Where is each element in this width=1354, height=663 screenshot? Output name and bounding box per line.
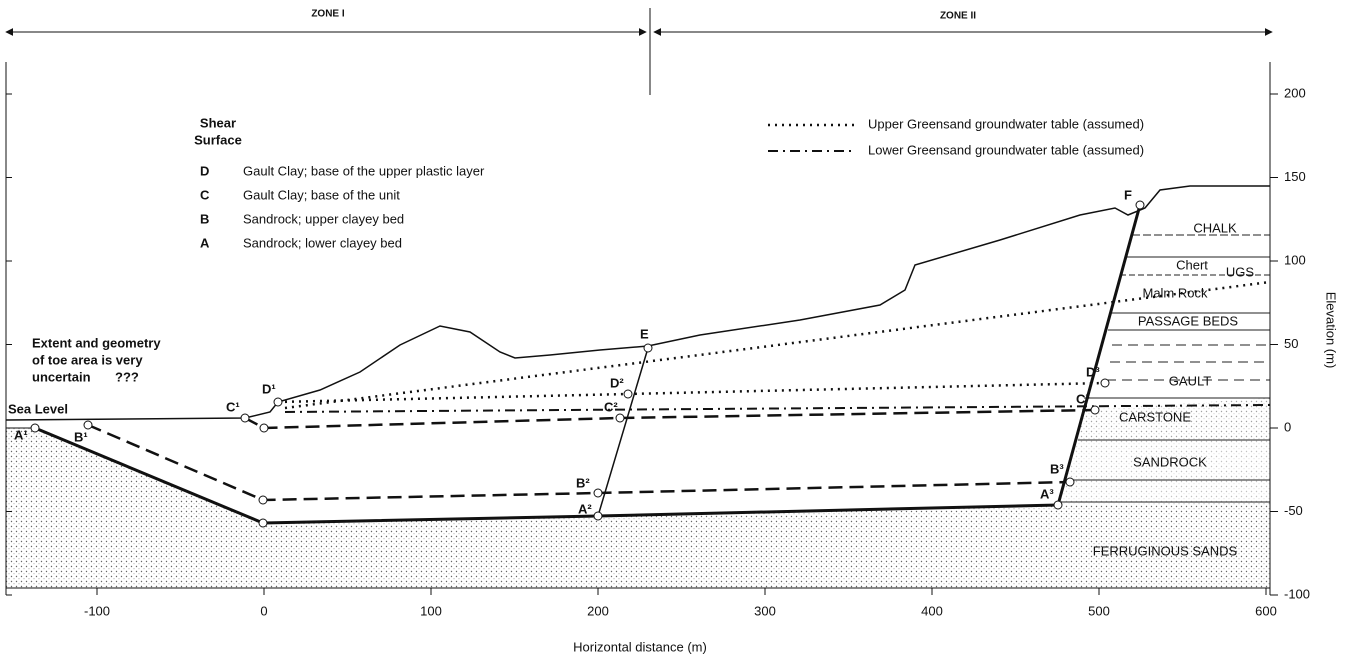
- point-label: A¹: [14, 427, 28, 442]
- stratum-label: CARSTONE: [1119, 409, 1191, 424]
- point-label: E: [640, 326, 649, 341]
- x-tick-label: 200: [587, 603, 609, 618]
- point-label: B²: [576, 475, 590, 490]
- point-label: A³: [1040, 486, 1054, 501]
- y-tick-label: 200: [1284, 85, 1306, 100]
- legend-title: Surface: [194, 132, 242, 147]
- legend-key: C: [200, 187, 210, 202]
- ferruginous-sands: [6, 428, 1270, 588]
- stratum-label: FERRUGINOUS SANDS: [1093, 543, 1238, 558]
- sandrock: [1060, 440, 1270, 505]
- stratum-label: Chert: [1176, 257, 1208, 272]
- point-label: C³: [1076, 391, 1090, 406]
- ticks: -100 0 100 200 300 400 500 600 -100 -50 0 50 100 150 2…: [6, 85, 1310, 618]
- x-axis-label: Horizontal distance (m): [573, 639, 707, 654]
- sea-level-label: Sea Level: [8, 401, 68, 416]
- point-label: C¹: [226, 399, 240, 414]
- legend-text: Gault Clay; base of the upper plastic la…: [243, 163, 485, 178]
- carstone: [1078, 398, 1270, 440]
- y-tick-label: 0: [1284, 419, 1291, 434]
- back-scarp: [1056, 204, 1142, 506]
- y-tick-label: 50: [1284, 336, 1298, 351]
- shear-d: [277, 381, 1106, 404]
- upper-groundwater: [284, 280, 1271, 410]
- note-line: Extent and geometry: [32, 335, 161, 350]
- note-line: ???: [115, 369, 139, 384]
- x-tick-label: 400: [921, 603, 943, 618]
- legend-text: Gault Clay; base of the unit: [243, 187, 400, 202]
- y-tick-label: -100: [1284, 586, 1310, 601]
- point-label: D¹: [262, 381, 276, 396]
- point-labels: A¹ B¹ C¹ D¹ A² B² C² D² A³ B³ C³ D³ E F: [14, 187, 1132, 516]
- x-tick-label: 600: [1255, 603, 1277, 618]
- x-tick-label: 100: [420, 603, 442, 618]
- shear-e: [597, 347, 649, 517]
- x-tick-label: 0: [260, 603, 267, 618]
- legend-key: D: [200, 163, 209, 178]
- ground-surface: [5, 185, 1270, 421]
- y-tick-label: -50: [1284, 503, 1303, 518]
- legend-key: A: [200, 235, 210, 250]
- point-label: F: [1124, 187, 1132, 202]
- legend-text: Sandrock; lower clayey bed: [243, 235, 402, 250]
- zone-label: ZONE I: [311, 9, 345, 20]
- groundwater-label: Upper Greensand groundwater table (assum…: [868, 116, 1144, 131]
- point-label: B³: [1050, 461, 1064, 476]
- groundwater-label: Lower Greensand groundwater table (assum…: [868, 142, 1144, 157]
- legend-title: Shear: [200, 115, 236, 130]
- stratum-label: CHALK: [1193, 220, 1237, 235]
- zone-label: ZONE II: [940, 11, 976, 22]
- point-label: C²: [604, 399, 618, 414]
- toe-note: Extent and geometry of toe area is very …: [32, 335, 161, 384]
- x-tick-label: 300: [754, 603, 776, 618]
- point-markers: [30, 200, 1145, 528]
- y-tick-label: 150: [1284, 169, 1306, 184]
- note-line: of toe area is very: [32, 352, 143, 367]
- x-tick-label: 500: [1088, 603, 1110, 618]
- stratum-label: GAULT: [1169, 373, 1211, 388]
- shear-legend: D Gault Clay; base of the upper plastic …: [200, 163, 485, 250]
- shear-a: [34, 426, 1059, 525]
- point-label: D³: [1086, 364, 1100, 379]
- note-line: uncertain: [32, 369, 91, 384]
- y-axis-label: Elevation (m): [1324, 292, 1339, 369]
- stratum-label: Malm Rock: [1142, 285, 1208, 300]
- strata-labels: CHALK Chert UGS Malm Rock PASSAGE BEDS G…: [1093, 220, 1255, 558]
- stratum-label: PASSAGE BEDS: [1138, 313, 1239, 328]
- x-tick-label: -100: [84, 603, 110, 618]
- point-label: D²: [610, 375, 624, 390]
- stratum-label: UGS: [1226, 264, 1255, 279]
- y-tick-label: 100: [1284, 252, 1306, 267]
- shear-b: [87, 423, 1071, 502]
- strata-lines: [1060, 234, 1270, 503]
- legend-text: Sandrock; upper clayey bed: [243, 211, 404, 226]
- stratum-label: SANDROCK: [1133, 454, 1207, 469]
- point-label: B¹: [74, 429, 88, 444]
- legend-key: B: [200, 211, 209, 226]
- point-label: A²: [578, 501, 592, 516]
- lower-groundwater: [284, 404, 1271, 413]
- shear-c: [244, 408, 1096, 430]
